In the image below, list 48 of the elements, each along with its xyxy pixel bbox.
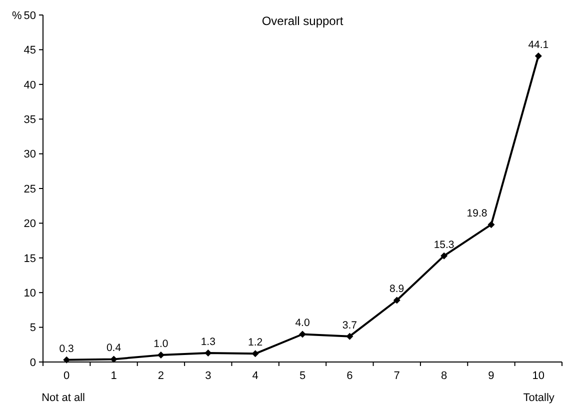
text: 1.0: [154, 338, 168, 350]
y-tick-label: 50: [24, 10, 36, 22]
text: 8.9: [390, 283, 404, 296]
y-tick-label: 5: [30, 322, 36, 334]
y-tick-label: 15: [24, 252, 36, 265]
y-tick-label: 35: [24, 114, 36, 126]
point: [393, 296, 400, 304]
x-tick-label: 1: [110, 370, 117, 382]
point: [299, 330, 306, 338]
y-tick-label: 20: [24, 218, 36, 230]
chart-title: Overall support: [262, 14, 344, 28]
text: 1.3: [200, 336, 216, 348]
y-tick-label: 0: [30, 356, 36, 369]
point: [204, 349, 212, 356]
point: [252, 350, 259, 358]
text: 15.3: [434, 238, 454, 251]
text: Not at all: [42, 392, 86, 404]
x-tick-label: 3: [205, 370, 212, 382]
x-tick-label: 8: [440, 370, 448, 382]
y-tick-label: 45: [24, 44, 36, 57]
x-tick-label: 5: [299, 370, 306, 382]
text: 0.3: [59, 342, 74, 355]
point: [63, 356, 70, 364]
y-tick-label: 25: [24, 183, 36, 196]
x-tick-label: 9: [488, 370, 494, 382]
text: 3.7: [342, 319, 357, 332]
text: Totally: [523, 392, 555, 404]
point: [488, 221, 495, 228]
point: [534, 52, 542, 60]
text: 19.8: [466, 208, 488, 220]
x-tick-label: 6: [346, 370, 353, 382]
text: 44.1: [528, 38, 549, 51]
text: 1.2: [248, 336, 263, 349]
x-tick-label: 2: [158, 370, 164, 382]
y-tick-label: 40: [24, 79, 36, 92]
point: [440, 252, 448, 260]
x-tick-label: 0: [64, 370, 70, 382]
y-tick-label: 30: [24, 148, 36, 161]
point: [110, 356, 118, 363]
x-tick-label: 10: [532, 370, 545, 382]
x-tick-label: 7: [394, 370, 400, 382]
point: [346, 332, 354, 340]
x-tick-label: 4: [252, 370, 258, 382]
point: [157, 352, 164, 359]
text: 4.0: [295, 317, 310, 330]
y-axis-title: %: [12, 10, 22, 22]
y-tick-label: 10: [24, 287, 36, 300]
text: 0.4: [106, 342, 122, 354]
